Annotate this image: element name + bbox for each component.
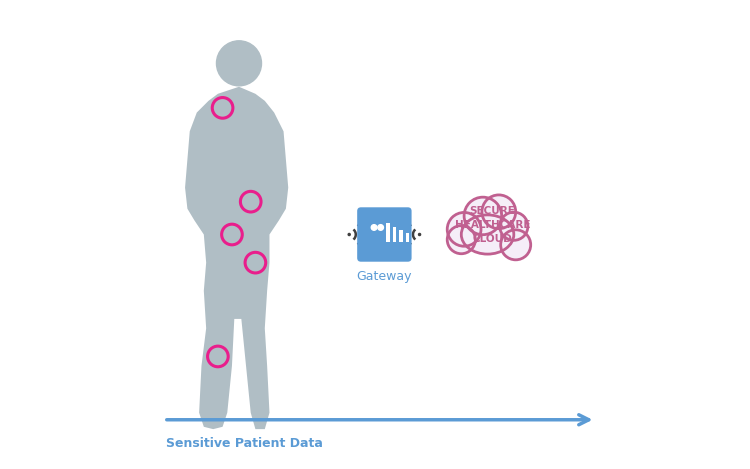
Bar bbox=[406, 233, 410, 242]
Circle shape bbox=[447, 226, 476, 254]
Text: SECURE
HEALTHCARE
CLOUD: SECURE HEALTHCARE CLOUD bbox=[454, 206, 530, 244]
Circle shape bbox=[500, 212, 528, 240]
Bar bbox=[386, 223, 389, 242]
Text: Gateway: Gateway bbox=[357, 270, 413, 283]
Bar bbox=[393, 227, 396, 242]
Circle shape bbox=[501, 230, 531, 260]
Circle shape bbox=[464, 197, 502, 234]
Circle shape bbox=[348, 234, 350, 235]
Circle shape bbox=[447, 212, 481, 246]
Circle shape bbox=[482, 195, 516, 229]
Bar bbox=[400, 230, 403, 242]
FancyBboxPatch shape bbox=[357, 207, 412, 262]
Circle shape bbox=[378, 225, 383, 230]
PathPatch shape bbox=[185, 87, 288, 429]
Ellipse shape bbox=[461, 215, 514, 254]
Circle shape bbox=[217, 41, 262, 86]
Circle shape bbox=[371, 225, 377, 230]
Text: Sensitive Patient Data: Sensitive Patient Data bbox=[166, 437, 323, 450]
Circle shape bbox=[419, 234, 421, 235]
